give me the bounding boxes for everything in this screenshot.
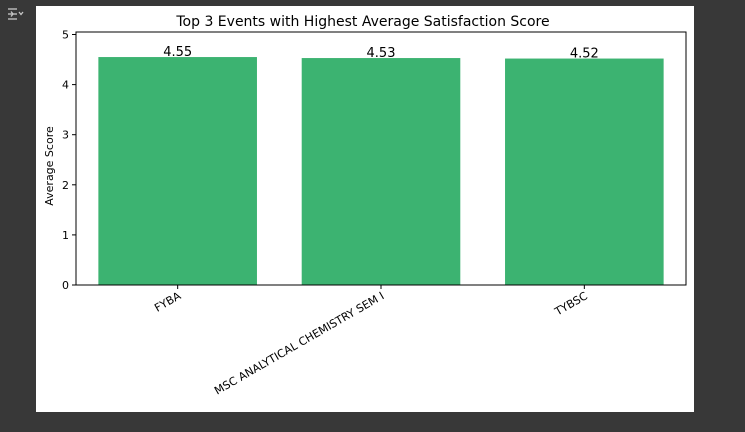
y-tick-label-3: 3 bbox=[62, 129, 69, 142]
y-tick-label-4: 4 bbox=[62, 79, 69, 92]
x-tick-label-1: FYBA bbox=[152, 289, 183, 315]
y-tick-label-1: 1 bbox=[62, 229, 69, 242]
data-label-3: 4.52 bbox=[570, 47, 599, 62]
bar-1 bbox=[98, 57, 257, 286]
data-label-1: 4.55 bbox=[163, 45, 192, 60]
data-label-2: 4.53 bbox=[367, 46, 396, 61]
bar-3 bbox=[505, 58, 664, 285]
bar-chart: Top 3 Events with Highest Average Satisf… bbox=[43, 14, 687, 397]
x-tick-label-3: TYBSC bbox=[552, 289, 590, 319]
y-tick-label-2: 2 bbox=[62, 179, 69, 192]
output-collapse-icon[interactable] bbox=[6, 6, 24, 22]
y-axis-label: Average Score bbox=[43, 126, 56, 206]
bar-2 bbox=[301, 58, 461, 286]
plot-frame bbox=[75, 31, 687, 286]
x-ticks-group: FYBA MSC ANALYTICAL CHEMISTRY SEM I TYBSC bbox=[152, 285, 590, 397]
y-ticks-group: 0 1 2 3 4 5 bbox=[62, 29, 76, 292]
data-labels-group: 4.55 4.53 4.52 bbox=[163, 45, 599, 62]
bars-group bbox=[98, 57, 664, 286]
y-tick-label-0: 0 bbox=[62, 279, 69, 292]
x-tick-label-2: MSC ANALYTICAL CHEMISTRY SEM I bbox=[212, 289, 386, 397]
chart-title: Top 3 Events with Highest Average Satisf… bbox=[175, 14, 549, 30]
y-tick-label-5: 5 bbox=[62, 29, 69, 42]
chart-figure: Top 3 Events with Highest Average Satisf… bbox=[36, 6, 694, 412]
